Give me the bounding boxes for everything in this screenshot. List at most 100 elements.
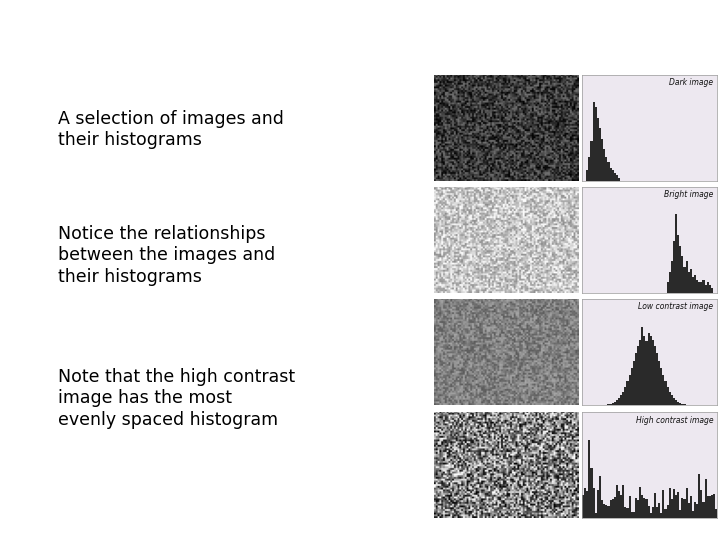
- Bar: [608, 506, 610, 518]
- Bar: [608, 404, 610, 405]
- Bar: [616, 400, 618, 405]
- Bar: [677, 235, 679, 293]
- Bar: [696, 280, 698, 293]
- Bar: [618, 491, 620, 518]
- Bar: [685, 261, 688, 293]
- Bar: [616, 485, 618, 518]
- Text: Note that the high contrast
image has the most
evenly spaced histogram: Note that the high contrast image has th…: [58, 368, 295, 429]
- Bar: [698, 474, 701, 518]
- Bar: [658, 361, 660, 405]
- Bar: [705, 479, 706, 518]
- Bar: [610, 404, 611, 405]
- Bar: [606, 157, 608, 180]
- Bar: [698, 282, 701, 293]
- Bar: [645, 341, 647, 405]
- Text: Low contrast image: Low contrast image: [638, 302, 714, 312]
- Bar: [673, 489, 675, 518]
- Bar: [588, 440, 590, 518]
- Bar: [701, 490, 703, 518]
- Bar: [665, 381, 667, 405]
- Bar: [706, 496, 708, 518]
- Bar: [694, 274, 696, 293]
- Bar: [590, 141, 593, 180]
- Bar: [599, 128, 601, 180]
- Bar: [711, 495, 713, 518]
- Bar: [694, 502, 696, 518]
- Bar: [584, 488, 586, 518]
- Bar: [626, 508, 629, 518]
- Bar: [690, 269, 692, 293]
- Bar: [603, 149, 606, 180]
- Bar: [643, 336, 645, 405]
- Bar: [629, 375, 631, 405]
- Bar: [671, 261, 673, 293]
- Bar: [696, 504, 698, 518]
- Bar: [626, 381, 629, 405]
- Bar: [675, 214, 677, 293]
- Bar: [635, 353, 637, 405]
- Bar: [669, 488, 671, 518]
- Bar: [588, 157, 590, 180]
- Bar: [642, 495, 643, 518]
- Bar: [683, 498, 685, 518]
- Bar: [633, 512, 635, 518]
- Bar: [688, 503, 690, 518]
- Bar: [620, 395, 622, 405]
- Bar: [631, 511, 633, 518]
- Bar: [667, 387, 669, 405]
- Bar: [701, 282, 703, 293]
- Bar: [649, 335, 652, 405]
- Bar: [597, 118, 599, 180]
- Bar: [610, 501, 611, 518]
- Bar: [677, 492, 679, 518]
- Bar: [611, 403, 613, 405]
- Bar: [690, 496, 692, 518]
- Bar: [593, 102, 595, 180]
- Bar: [611, 170, 613, 180]
- Bar: [654, 346, 656, 405]
- Bar: [643, 498, 645, 518]
- Bar: [595, 107, 597, 180]
- Bar: [606, 505, 608, 518]
- Bar: [618, 398, 620, 405]
- Bar: [708, 285, 711, 293]
- Bar: [662, 490, 665, 518]
- Bar: [656, 507, 658, 518]
- Bar: [703, 280, 705, 293]
- Text: Bright image: Bright image: [664, 190, 714, 199]
- Bar: [637, 500, 639, 518]
- Bar: [613, 402, 616, 405]
- Bar: [618, 178, 620, 180]
- Bar: [620, 495, 622, 518]
- Text: Images taken from Gonzalez & Woods, Digital Image Processing (2002): Images taken from Gonzalez & Woods, Digi…: [12, 172, 19, 430]
- Bar: [675, 400, 677, 405]
- Bar: [597, 490, 599, 518]
- Bar: [703, 502, 705, 518]
- Bar: [616, 176, 618, 180]
- Bar: [708, 496, 711, 518]
- Bar: [675, 495, 677, 518]
- Bar: [624, 507, 626, 518]
- Text: High contrast image: High contrast image: [636, 416, 714, 424]
- Bar: [635, 498, 637, 518]
- Bar: [593, 488, 595, 518]
- Bar: [667, 282, 669, 293]
- Bar: [683, 267, 685, 293]
- Bar: [715, 509, 717, 518]
- Bar: [669, 392, 671, 405]
- Bar: [671, 498, 673, 518]
- Bar: [613, 173, 616, 180]
- Bar: [631, 368, 633, 405]
- Bar: [688, 272, 690, 293]
- Bar: [613, 497, 616, 518]
- Bar: [601, 500, 603, 518]
- Bar: [590, 468, 593, 518]
- Bar: [586, 170, 588, 180]
- Bar: [629, 496, 631, 518]
- Bar: [671, 395, 673, 405]
- Bar: [713, 494, 715, 518]
- Bar: [611, 499, 613, 518]
- Bar: [679, 510, 681, 518]
- Bar: [654, 494, 656, 518]
- Bar: [711, 288, 713, 293]
